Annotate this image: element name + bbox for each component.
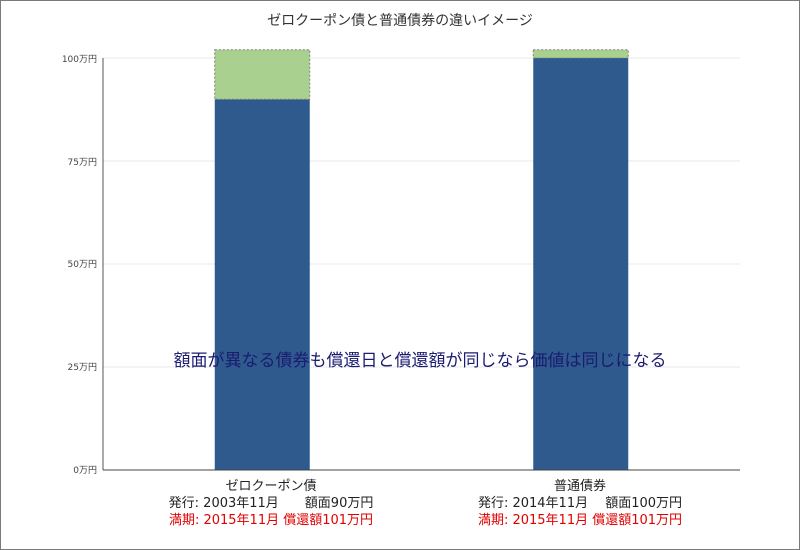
y-tick-label: 100万円 bbox=[62, 54, 97, 65]
bar-segment-base bbox=[533, 58, 629, 470]
bar-segment-top bbox=[214, 49, 311, 100]
category-issue-info: 発行: 2014年11月 額面100万円 bbox=[477, 496, 683, 511]
y-tick-label: 0万円 bbox=[73, 465, 97, 476]
gridlines bbox=[103, 57, 740, 368]
chart-annotation: 額面が異なる債券も償還日と償還額が同じなら価値は同じになる bbox=[173, 351, 667, 371]
chart-title: ゼロクーポン債と普通債券の違いイメージ bbox=[267, 13, 533, 29]
category-label: 普通債券 bbox=[553, 479, 606, 494]
bars bbox=[214, 49, 629, 470]
bar-segment-base bbox=[214, 99, 310, 470]
y-tick-labels: 0万円 25万円 50万円 75万円 100万円 bbox=[62, 54, 97, 476]
category-maturity-info: 満期: 2015年11月 償還額101万円 bbox=[477, 513, 683, 528]
category-label: ゼロクーポン債 bbox=[225, 479, 317, 494]
bar-segment-top bbox=[532, 49, 629, 59]
y-tick-label: 75万円 bbox=[68, 157, 97, 168]
y-tick-label: 50万円 bbox=[68, 259, 97, 270]
y-tick-label: 25万円 bbox=[68, 362, 97, 373]
category-issue-info: 発行: 2003年11月 額面90万円 bbox=[168, 496, 374, 511]
category-maturity-info: 満期: 2015年11月 償還額101万円 bbox=[168, 513, 374, 528]
category-label-group: ゼロクーポン債 発行: 2003年11月 額面90万円 満期: 2015年11月… bbox=[121, 478, 421, 529]
category-label-group: 普通債券 発行: 2014年11月 額面100万円 満期: 2015年11月 償… bbox=[430, 478, 730, 529]
